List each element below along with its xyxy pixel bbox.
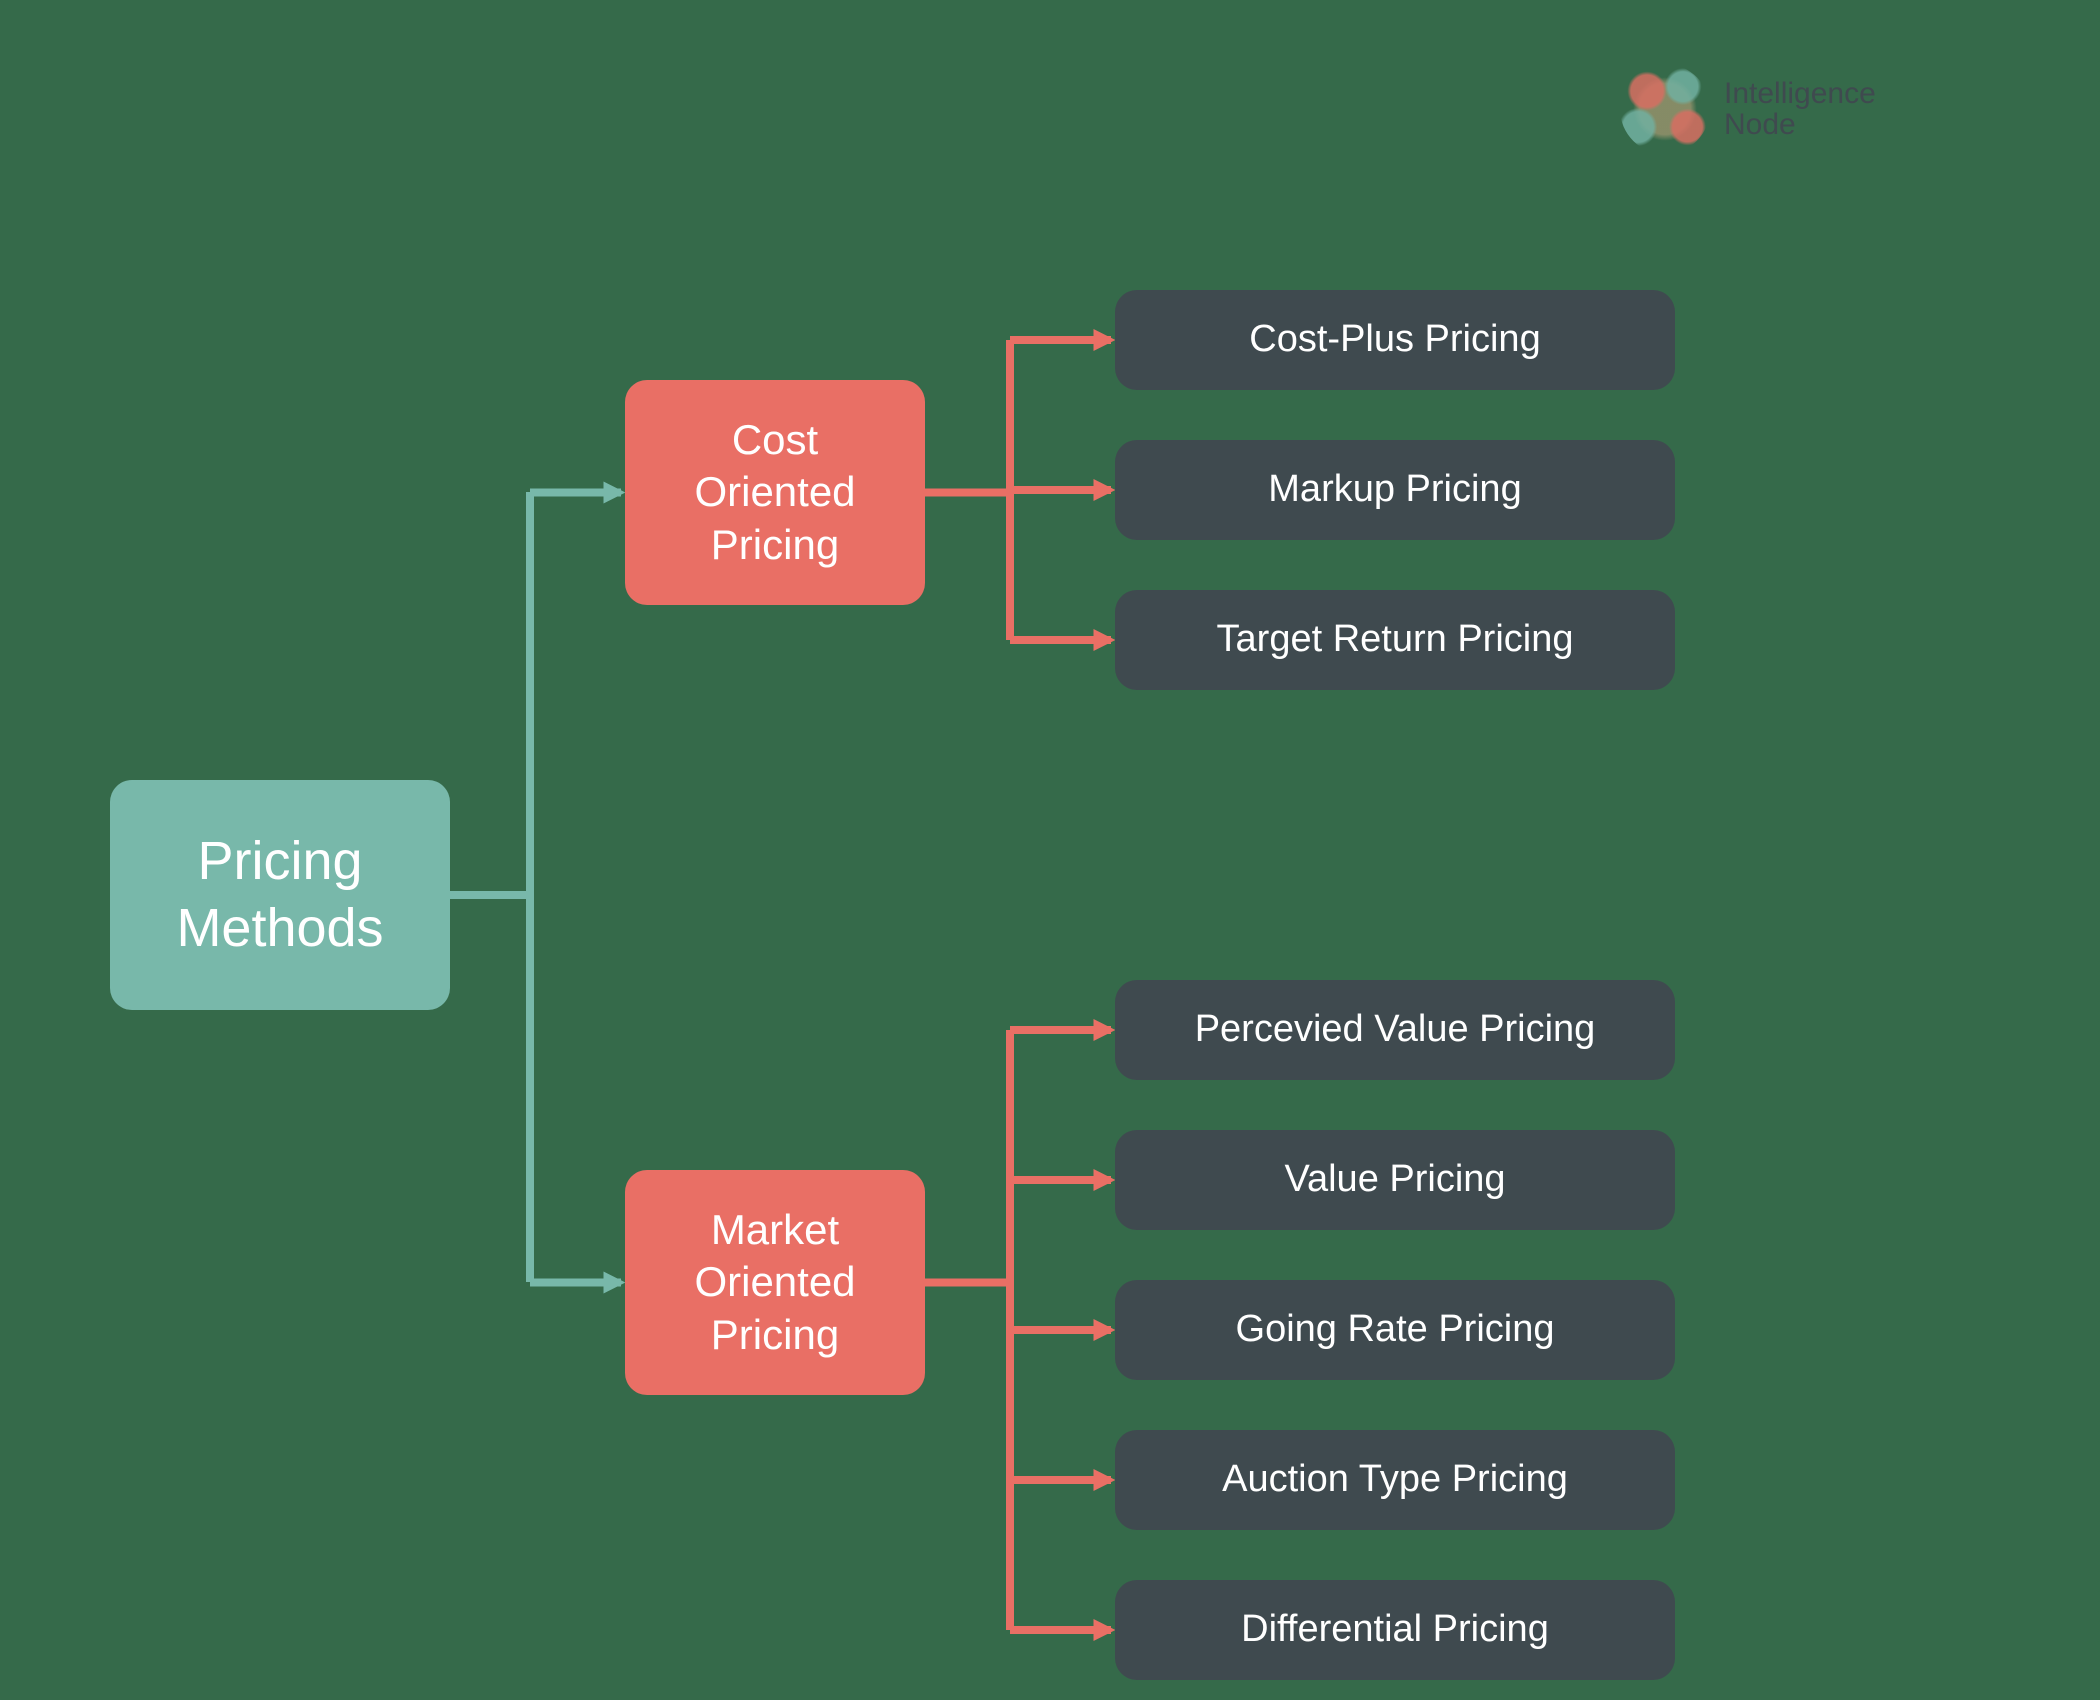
node-m4: Auction Type Pricing [1115, 1430, 1675, 1530]
node-m3: Going Rate Pricing [1115, 1280, 1675, 1380]
node-c3: Target Return Pricing [1115, 590, 1675, 690]
brand-logo-text: Intelligence Node [1724, 78, 1876, 141]
node-m5: Differential Pricing [1115, 1580, 1675, 1680]
brand-logo: Intelligence Node [1620, 64, 1876, 154]
brand-logo-icon [1620, 64, 1710, 154]
brand-logo-line2: Node [1724, 109, 1876, 141]
node-cost: Cost Oriented Pricing [625, 380, 925, 605]
node-m2: Value Pricing [1115, 1130, 1675, 1230]
node-market: Market Oriented Pricing [625, 1170, 925, 1395]
node-m1: Percevied Value Pricing [1115, 980, 1675, 1080]
diagram-canvas: Pricing Methods Cost Oriented Pricing Mark… [0, 0, 2100, 1700]
node-c1: Cost-Plus Pricing [1115, 290, 1675, 390]
node-c2: Markup Pricing [1115, 440, 1675, 540]
node-root: Pricing Methods [110, 780, 450, 1010]
brand-logo-line1: Intelligence [1724, 78, 1876, 110]
